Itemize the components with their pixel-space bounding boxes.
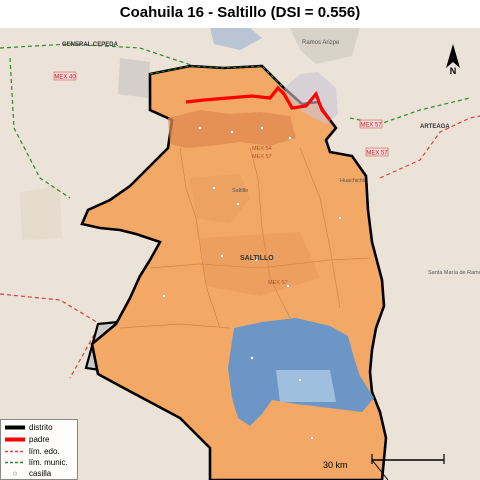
line-icon: [5, 437, 25, 442]
casilla-dot: [310, 436, 314, 440]
north-arrow-shape: [446, 44, 460, 68]
casilla-dot: [236, 202, 240, 206]
north-arrow-icon: N: [446, 44, 460, 76]
legend-item-padre: padre: [1, 434, 79, 445]
casilla-dots: [162, 126, 342, 440]
map-svg: MEX 40 MEX 57 MEX 57 GENERAL CEPEDA ARTE…: [0, 28, 480, 480]
place-label: Santa María de Ramos: [428, 270, 480, 276]
place-label: Huachichil: [340, 178, 365, 184]
section-line: [249, 147, 291, 319]
urban-area-west: [118, 58, 150, 98]
section-line: [119, 323, 231, 329]
municipality-label: SALTILLO: [240, 255, 274, 262]
casilla-dot: [288, 136, 292, 140]
casilla-dot: [286, 284, 290, 288]
casilla-dot: [230, 130, 234, 134]
casilla-dot: [212, 186, 216, 190]
district-section-saltillo: [200, 232, 320, 296]
legend-label: distrito: [29, 423, 53, 432]
casilla-dot: [260, 126, 264, 130]
line-icon: [5, 425, 25, 430]
road-label-box: [365, 147, 389, 157]
section-line: [179, 147, 221, 329]
dot-icon: [13, 471, 17, 476]
road-label: MEX 40: [53, 71, 77, 81]
road-label: MEX 57: [365, 147, 389, 157]
legend-item-lim-munic: lím. munic.: [1, 457, 79, 468]
water-body: [210, 28, 262, 50]
legend-label: casilla: [29, 469, 52, 478]
road-label-box: [53, 71, 77, 81]
casilla-dot: [254, 258, 258, 262]
road-label-plain: MEX 54: [252, 146, 272, 152]
legend-item-casilla: casilla: [1, 468, 79, 479]
line-icon: [5, 450, 25, 453]
road-label-text: MEX 57: [360, 123, 382, 129]
place-label: ARTEAGA: [420, 124, 450, 130]
line-icon: [5, 461, 25, 464]
padre-line: [185, 85, 332, 121]
state-limit-line: [0, 293, 101, 379]
scale-bar: [371, 454, 445, 480]
district-section-center: [190, 174, 250, 224]
north-arrow-label: N: [450, 66, 457, 76]
map-canvas: MEX 40 MEX 57 MEX 57 GENERAL CEPEDA ARTE…: [0, 28, 480, 480]
legend: distrito padre lím. edo. lím. munic. cas…: [0, 419, 78, 480]
scale-bar-pointer: [371, 459, 389, 480]
road-label-box: [359, 119, 383, 129]
legend-item-lim-edo: lím. edo.: [1, 446, 79, 457]
urban-area-north: [290, 28, 360, 64]
district-section-lightblue: [276, 370, 336, 402]
road-label-text: MEX 40: [54, 75, 76, 81]
municipal-limit-line-west: [9, 57, 71, 199]
casilla-dot: [162, 294, 166, 298]
legend-label: padre: [29, 435, 50, 444]
road-label-plain: MEX 57: [252, 154, 272, 160]
place-label: Ramos Arizpe: [302, 40, 340, 46]
road-label-text: MEX 57: [366, 151, 388, 157]
road-label: MEX 57: [359, 119, 383, 129]
place-label: Saltillo: [232, 188, 248, 194]
road-label-plain: MEX 57: [268, 280, 288, 286]
legend-label: lím. munic.: [29, 458, 68, 467]
state-limit-line-east: [379, 115, 480, 179]
section-line: [299, 147, 341, 309]
legend-item-distrito: distrito: [1, 422, 79, 433]
casilla-dot: [338, 216, 342, 220]
district-municipal-overlap: [149, 65, 285, 89]
district-section-north: [168, 110, 296, 148]
terrain-patch: [20, 186, 62, 240]
casilla-dot: [220, 254, 224, 258]
casilla-dot: [198, 126, 202, 130]
casilla-dot: [250, 356, 254, 360]
map-title: Coahuila 16 - Saltillo (DSI = 0.556): [119, 4, 361, 21]
place-label: GENERAL CEPEDA: [62, 42, 119, 48]
legend-label: lím. edo.: [29, 447, 60, 456]
section-line: [149, 257, 371, 269]
casilla-dot: [298, 378, 302, 382]
scale-label: 30 km: [323, 460, 348, 470]
